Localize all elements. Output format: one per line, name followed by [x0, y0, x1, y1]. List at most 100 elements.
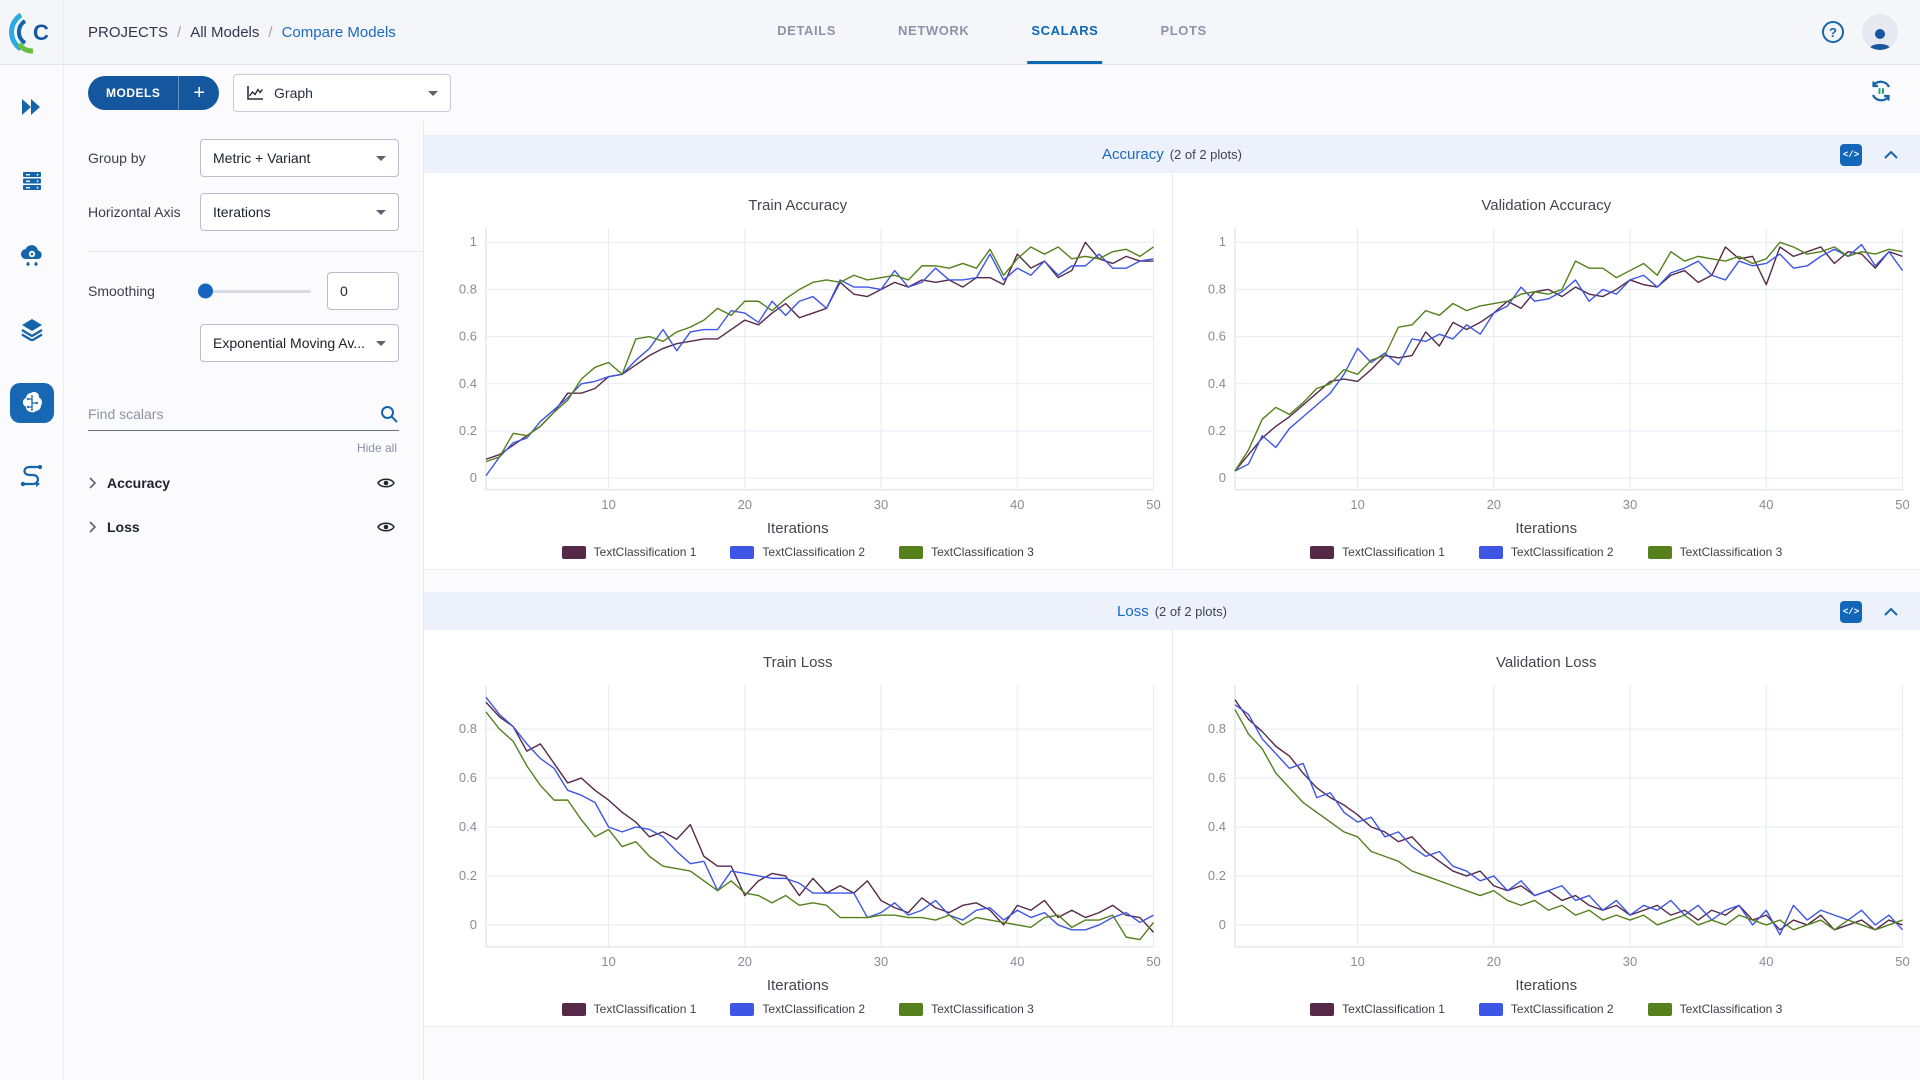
- chart-title: Train Loss: [763, 654, 833, 671]
- smoothing-slider[interactable]: [198, 283, 311, 299]
- svg-text:40: 40: [1010, 497, 1024, 512]
- chevron-right-icon[interactable]: [88, 477, 97, 489]
- tab-details[interactable]: DETAILS: [777, 23, 837, 38]
- refresh-button[interactable]: [1868, 78, 1894, 109]
- hide-all-link[interactable]: Hide all: [356, 441, 397, 455]
- smoothing-slider-knob[interactable]: [198, 283, 213, 299]
- section-plot-count: (2 of 2 plots): [1154, 604, 1227, 619]
- svg-text:40: 40: [1759, 497, 1773, 512]
- scalars-control-panel: Group by Metric + Variant Horizontal Axi…: [64, 121, 424, 1080]
- legend-swatch: [1647, 545, 1672, 559]
- svg-text:10: 10: [1350, 497, 1364, 512]
- legend-swatch: [561, 1002, 586, 1016]
- svg-text:50: 50: [1895, 497, 1909, 512]
- embed-code-icon[interactable]: </>: [1840, 600, 1862, 623]
- train-accuracy-plot[interactable]: 0 0.2 0.4 0.6 0.8 1 10 20 30 40 50: [424, 218, 1172, 518]
- metric-group-accuracy[interactable]: Accuracy: [88, 461, 399, 505]
- user-avatar[interactable]: [1862, 14, 1898, 50]
- nav-cloud-deploy-icon[interactable]: [10, 235, 54, 275]
- tab-scalars[interactable]: SCALARS: [1027, 0, 1103, 64]
- search-input[interactable]: [88, 406, 379, 422]
- breadcrumb-projects[interactable]: PROJECTS: [88, 23, 169, 41]
- svg-text:30: 30: [874, 954, 888, 969]
- svg-text:0.8: 0.8: [1207, 281, 1225, 296]
- add-model-button[interactable]: +: [193, 81, 206, 104]
- svg-text:30: 30: [1622, 497, 1636, 512]
- tab-plots[interactable]: PLOTS: [1160, 23, 1207, 38]
- legend-item[interactable]: TextClassification 3: [1647, 545, 1782, 559]
- legend-item[interactable]: TextClassification 3: [899, 1002, 1034, 1016]
- legend-item[interactable]: TextClassification 1: [1310, 1002, 1445, 1016]
- legend-item[interactable]: TextClassification 3: [1647, 1002, 1783, 1016]
- legend-swatch: [730, 1002, 755, 1016]
- validation-accuracy-plot[interactable]: 0 0.2 0.4 0.6 0.8 1 10 20 30 40 50: [1173, 218, 1920, 518]
- svg-text:20: 20: [738, 497, 752, 512]
- help-icon[interactable]: ?: [1822, 21, 1844, 43]
- group-by-dropdown[interactable]: Metric + Variant: [200, 139, 399, 177]
- svg-text:0.8: 0.8: [1207, 721, 1225, 736]
- refresh-icon: [1872, 80, 1890, 101]
- validation-loss-plot[interactable]: 0 0.2 0.4 0.6 0.8 10 20 30 40 50: [1173, 675, 1920, 975]
- breadcrumb: PROJECTS / All Models / Compare Models: [88, 24, 396, 41]
- nav-models-brain-icon[interactable]: [9, 383, 54, 423]
- legend-item[interactable]: TextClassification 1: [1310, 545, 1445, 559]
- chevron-right-icon[interactable]: [88, 521, 97, 533]
- smoothing-value-input[interactable]: [327, 272, 399, 310]
- breadcrumb-compare-models[interactable]: Compare Models: [281, 23, 396, 41]
- legend-item[interactable]: TextClassification 1: [561, 1002, 696, 1016]
- svg-text:40: 40: [1010, 954, 1024, 969]
- breadcrumb-all-models[interactable]: All Models: [190, 23, 260, 41]
- legend-label: TextClassification 3: [1679, 1002, 1783, 1016]
- models-split-button: MODELS +: [88, 76, 220, 110]
- visibility-eye-icon[interactable]: [377, 477, 395, 489]
- horizontal-axis-dropdown[interactable]: Iterations: [200, 193, 399, 231]
- embed-code-icon[interactable]: </>: [1840, 143, 1862, 166]
- models-button[interactable]: MODELS: [88, 76, 180, 110]
- svg-text:1: 1: [1218, 234, 1225, 249]
- section-loss: Loss (2 of 2 plots) </> Train Loss 0 0.: [424, 592, 1920, 1027]
- legend-item[interactable]: TextClassification 1: [561, 545, 697, 559]
- svg-text:0.4: 0.4: [1207, 819, 1225, 834]
- legend-label: TextClassification 2: [762, 545, 866, 559]
- metric-group-loss[interactable]: Loss: [88, 505, 399, 549]
- legend-label: TextClassification 3: [931, 1002, 1034, 1016]
- chart-title: Train Accuracy: [748, 197, 848, 214]
- search-icon[interactable]: [379, 404, 399, 424]
- legend-swatch: [730, 545, 755, 559]
- smoothing-type-dropdown[interactable]: Exponential Moving Av...: [200, 324, 399, 362]
- legend-item[interactable]: TextClassification 2: [1478, 1002, 1614, 1016]
- smoothing-label: Smoothing: [88, 283, 155, 299]
- legend-item[interactable]: TextClassification 2: [730, 545, 865, 559]
- view-type-dropdown[interactable]: Graph: [233, 74, 452, 112]
- top-header: PROJECTS / All Models / Compare Models D…: [64, 0, 1920, 65]
- group-by-label: Group by: [88, 150, 146, 166]
- legend-swatch: [899, 545, 924, 559]
- legend-item[interactable]: TextClassification 2: [1478, 545, 1614, 559]
- train-loss-plot[interactable]: 0 0.2 0.4 0.6 0.8 10 20 30 40 50: [424, 675, 1172, 975]
- legend-swatch: [1647, 1002, 1672, 1016]
- section-title[interactable]: Loss: [1117, 603, 1149, 620]
- chevron-down-icon: [376, 340, 386, 346]
- nav-dashboard-chevrons-icon[interactable]: [10, 87, 54, 127]
- legend-item[interactable]: TextClassification 3: [899, 545, 1034, 559]
- nav-servers-icon[interactable]: [10, 161, 54, 201]
- section-plot-count: (2 of 2 plots): [1169, 147, 1242, 162]
- nav-pipelines-icon[interactable]: [10, 457, 54, 497]
- collapse-chevron-up-icon[interactable]: [1884, 607, 1898, 616]
- breadcrumb-separator: /: [177, 23, 182, 41]
- legend-item[interactable]: TextClassification 2: [730, 1002, 865, 1016]
- group-by-value: Metric + Variant: [213, 150, 311, 166]
- visibility-eye-icon[interactable]: [377, 521, 395, 533]
- logo-cell: C: [0, 0, 64, 65]
- nav-datasets-layers-icon[interactable]: [10, 309, 54, 349]
- svg-text:10: 10: [601, 497, 615, 512]
- legend-swatch: [1310, 545, 1335, 559]
- tab-network[interactable]: NETWORK: [898, 23, 970, 38]
- collapse-chevron-up-icon[interactable]: [1884, 150, 1898, 159]
- clearml-logo-icon[interactable]: C: [8, 9, 55, 55]
- svg-text:0.2: 0.2: [1207, 423, 1225, 438]
- section-title[interactable]: Accuracy: [1102, 146, 1164, 163]
- chart-title: Validation Accuracy: [1481, 197, 1612, 214]
- legend-label: TextClassification 1: [593, 545, 697, 559]
- legend-label: TextClassification 2: [1510, 545, 1614, 559]
